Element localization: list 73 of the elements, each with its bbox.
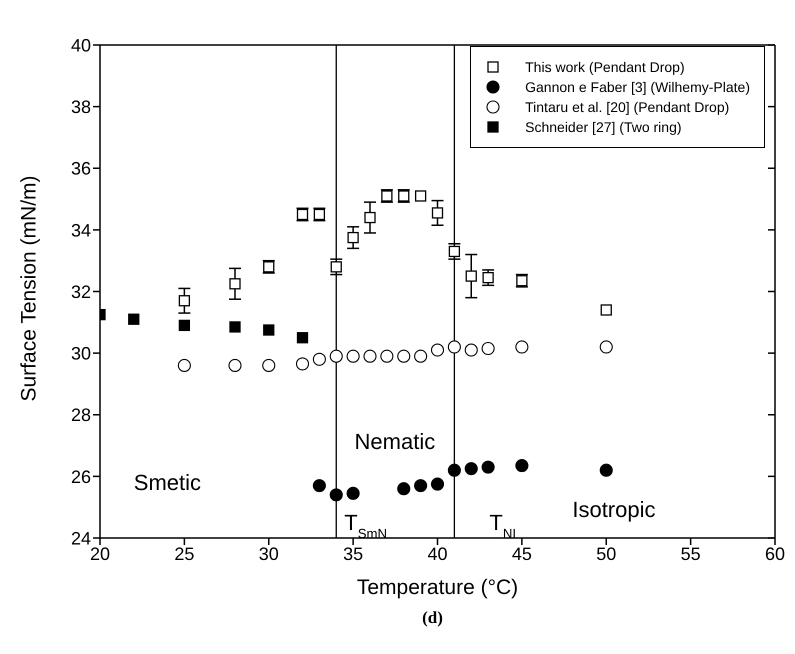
annotation: Isotropic (572, 497, 656, 524)
x-tick-label: 55 (680, 544, 701, 564)
legend-label: Tintaru et al. [20] (Pendant Drop) (525, 99, 730, 115)
point (346, 486, 360, 500)
point (228, 358, 242, 372)
x-tick-label: 50 (596, 544, 616, 564)
point (312, 479, 326, 492)
point (330, 488, 343, 502)
point (380, 350, 394, 363)
point (330, 350, 343, 363)
point (312, 352, 326, 366)
point (448, 340, 461, 354)
x-tick-label: 40 (427, 544, 448, 564)
point (178, 358, 191, 372)
point (296, 332, 308, 344)
point (414, 350, 428, 363)
point (128, 314, 140, 325)
point (600, 340, 613, 354)
legend-label: Gannon e Faber [3] (Wilhemy-Plate) (525, 79, 750, 95)
point (464, 462, 478, 476)
point (464, 343, 478, 357)
point (262, 358, 276, 372)
point (414, 190, 426, 202)
annotation: Nematic (354, 429, 436, 456)
point (430, 478, 444, 491)
point (482, 272, 494, 284)
text: (d) (421, 608, 444, 628)
annotation: Smetic (134, 470, 202, 496)
legend-label: This work (Pendant Drop) (525, 59, 685, 75)
x-tick-label: 45 (512, 544, 532, 564)
y-tick-label: 36 (70, 158, 91, 179)
point (330, 261, 342, 272)
point (347, 232, 359, 244)
legend-label: Schneider [27] (Two ring) (525, 119, 682, 135)
x-tick-label: 20 (90, 544, 110, 564)
point (346, 350, 360, 363)
point (363, 350, 377, 363)
point (600, 304, 612, 316)
point (364, 212, 376, 224)
x-tick-label: 60 (764, 544, 786, 564)
y-tick-label: 24 (70, 528, 91, 548)
x-tick-label: 35 (343, 544, 364, 564)
point (482, 460, 495, 474)
point (466, 270, 477, 282)
y-axis-title: Surface Tension (mN/m) (17, 175, 40, 402)
y-tick-label: 32 (70, 282, 91, 302)
x-axis-title: Temperature (°C) (356, 576, 518, 599)
point (178, 320, 190, 332)
point (229, 278, 241, 290)
point (515, 459, 528, 472)
point (482, 342, 495, 356)
point (448, 246, 460, 258)
y-tick-label: 30 (70, 344, 91, 364)
point (430, 343, 444, 357)
point (263, 324, 274, 336)
ref-line-label: T$_{NI}$ (489, 510, 516, 540)
point (448, 464, 461, 477)
point (432, 207, 444, 219)
y-tick-label: 26 (70, 466, 91, 487)
point (178, 295, 190, 306)
point (414, 479, 428, 492)
point (397, 482, 410, 496)
y-tick-label: 40 (70, 35, 91, 56)
y-tick-label: 38 (70, 97, 91, 118)
point (397, 350, 410, 363)
point (515, 340, 528, 354)
y-tick-label: 34 (70, 220, 91, 240)
point (296, 357, 310, 370)
point (229, 321, 241, 333)
x-tick-label: 30 (258, 544, 279, 564)
y-tick-label: 28 (70, 405, 91, 426)
x-tick-label: 25 (174, 544, 194, 564)
point (600, 464, 613, 477)
